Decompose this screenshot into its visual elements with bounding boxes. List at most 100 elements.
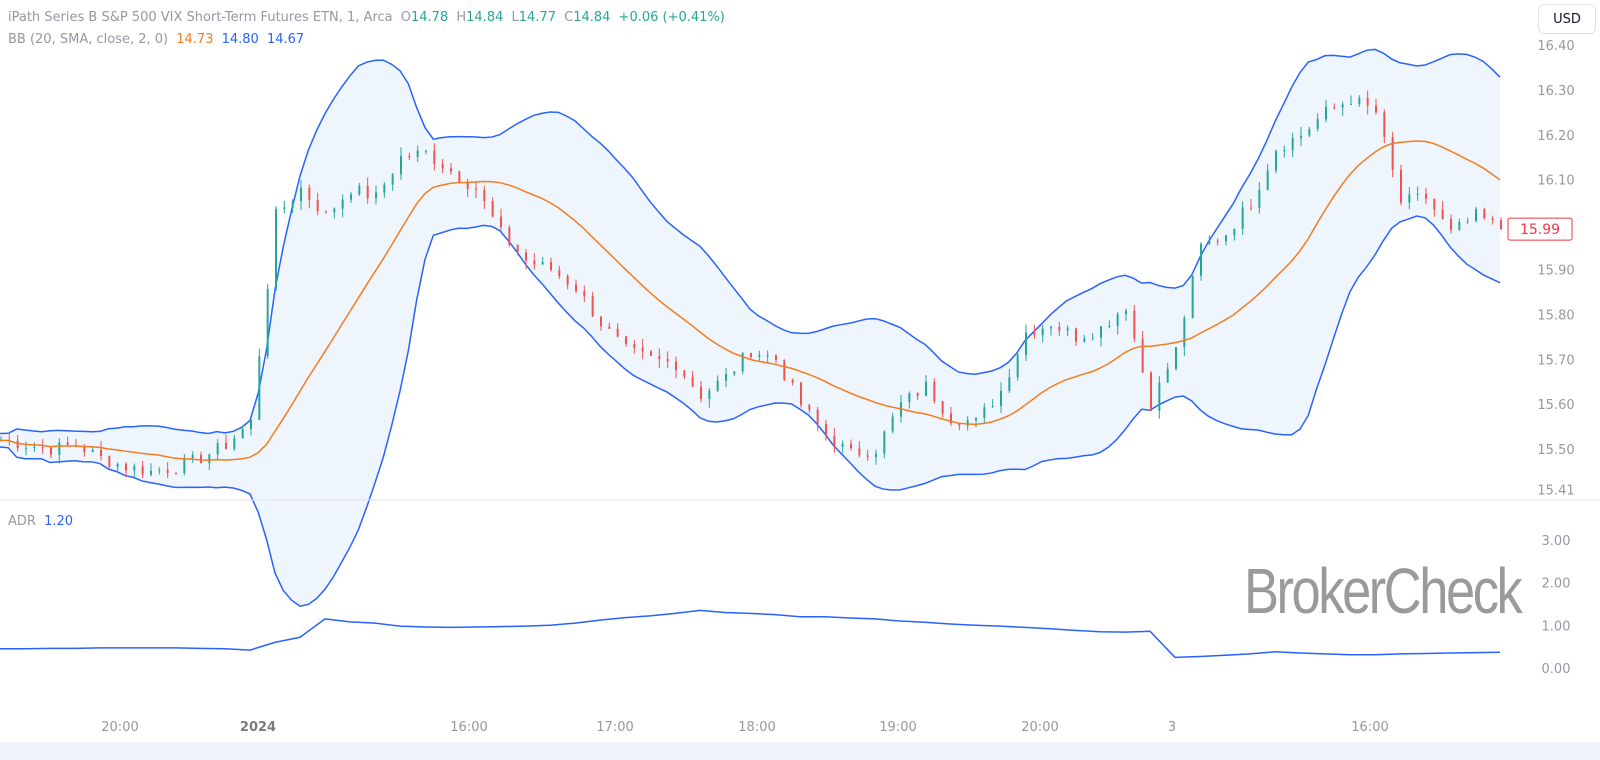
candle-body [508, 227, 511, 245]
candle-body [933, 381, 936, 402]
price-tick-label: 15.50 [1537, 443, 1574, 458]
candle-body [425, 150, 427, 152]
candle-body [383, 184, 386, 193]
candle-body [466, 182, 469, 189]
candle-body [391, 174, 394, 185]
candle-body [1116, 314, 1119, 326]
candle-body [408, 155, 411, 158]
candle-body [725, 374, 727, 381]
candle-body [1041, 328, 1044, 336]
candle-body [783, 360, 786, 380]
candle-body [316, 199, 319, 212]
candle-body [83, 445, 86, 453]
candle-body [625, 336, 627, 345]
candle-body [1316, 119, 1319, 129]
candle-body [833, 436, 836, 447]
candle-body [1250, 207, 1252, 209]
candle-body [208, 454, 211, 464]
candle-body [250, 419, 252, 429]
adr-legend[interactable]: ADR 1.20 [8, 514, 77, 529]
candle-body [350, 194, 352, 200]
time-tick-label: 20:00 [101, 720, 138, 735]
candle-body [941, 401, 944, 414]
price-tick-label: 15.80 [1537, 308, 1574, 323]
candle-body [108, 455, 111, 467]
price-tick-label: 15.70 [1537, 353, 1574, 368]
candle-body [1416, 193, 1419, 195]
candle-body [541, 261, 544, 265]
candle-body [483, 189, 486, 202]
candle-body [33, 446, 36, 449]
candle-body [866, 455, 869, 458]
candle-body [608, 326, 611, 329]
time-tick-label: 3 [1168, 720, 1176, 735]
candle-body [1016, 354, 1019, 378]
candle-body [58, 442, 61, 455]
candle-body [525, 252, 527, 261]
bb-band-fill [0, 49, 1500, 607]
adr-line [0, 609, 1501, 659]
candle-body [741, 353, 744, 372]
bottom-bar [0, 742, 1600, 760]
candle-body [91, 449, 94, 453]
candle-body [1383, 112, 1386, 137]
candle-body [750, 353, 752, 357]
candle-body [1300, 135, 1302, 138]
candle-body [166, 470, 169, 473]
candle-body [1008, 377, 1011, 391]
candle-body [325, 211, 327, 213]
candle-body [975, 417, 977, 421]
adr-pane [0, 609, 1501, 659]
adr-axis: 3.00 2.00 1.00 0.00 [1542, 534, 1571, 677]
candle-body [1200, 244, 1202, 276]
candle-body [1275, 150, 1277, 171]
candle-body [1358, 97, 1361, 104]
candle-body [1091, 337, 1094, 339]
bb-legend[interactable]: BB (20, SMA, close, 2, 0) 14.73 14.80 14… [8, 32, 308, 47]
candle-body [1075, 328, 1077, 342]
candle-body [25, 448, 27, 450]
currency-button[interactable]: USD [1538, 4, 1596, 34]
candle-body [200, 454, 202, 464]
candle-body [441, 163, 444, 169]
candle-body [958, 423, 961, 426]
time-axis: 20:00 2024 16:00 17:00 18:00 19:00 20:00 3 16:00 [101, 720, 1388, 735]
time-tick-label: 20:00 [1021, 720, 1058, 735]
candle-body [925, 381, 927, 396]
adr-value: 1.20 [44, 514, 74, 529]
candle-body [241, 428, 244, 439]
candle-body [1283, 150, 1286, 152]
candle-body [850, 443, 852, 449]
brokercheck-watermark: BrokerCheck [1244, 555, 1523, 627]
candle-body [766, 355, 769, 357]
candle-body [1150, 372, 1152, 411]
time-tick-label: 16:00 [450, 720, 487, 735]
candle-body [100, 449, 102, 456]
candle-body [700, 386, 702, 400]
candle-body [16, 440, 19, 449]
bb-lower-value: 14.67 [266, 32, 305, 47]
open-value: 14.78 [411, 10, 449, 25]
candle-body [775, 355, 777, 361]
candle-body [225, 442, 227, 449]
candle-body [1433, 198, 1436, 210]
candle-body [791, 379, 794, 383]
close-value: 14.84 [573, 10, 611, 25]
time-tick-label: 2024 [240, 720, 276, 735]
time-tick-label: 19:00 [879, 720, 916, 735]
symbol-legend: iPath Series B S&P 500 VIX Short-Term Fu… [8, 10, 725, 25]
candle-body [1441, 209, 1444, 219]
price-tick-label: 16.20 [1537, 129, 1574, 144]
price-pane [0, 48, 1502, 607]
candle-body [133, 466, 136, 471]
candle-body [333, 208, 336, 212]
price-tick-label: 15.90 [1537, 264, 1574, 279]
bb-label: BB (20, SMA, close, 2, 0) [8, 32, 169, 47]
candle-body [500, 216, 502, 228]
last-price-label: 15.99 [1520, 222, 1560, 238]
candle-body [883, 431, 886, 454]
candle-body [1183, 318, 1186, 348]
candle-body [450, 168, 452, 172]
candle-body [1158, 382, 1161, 411]
